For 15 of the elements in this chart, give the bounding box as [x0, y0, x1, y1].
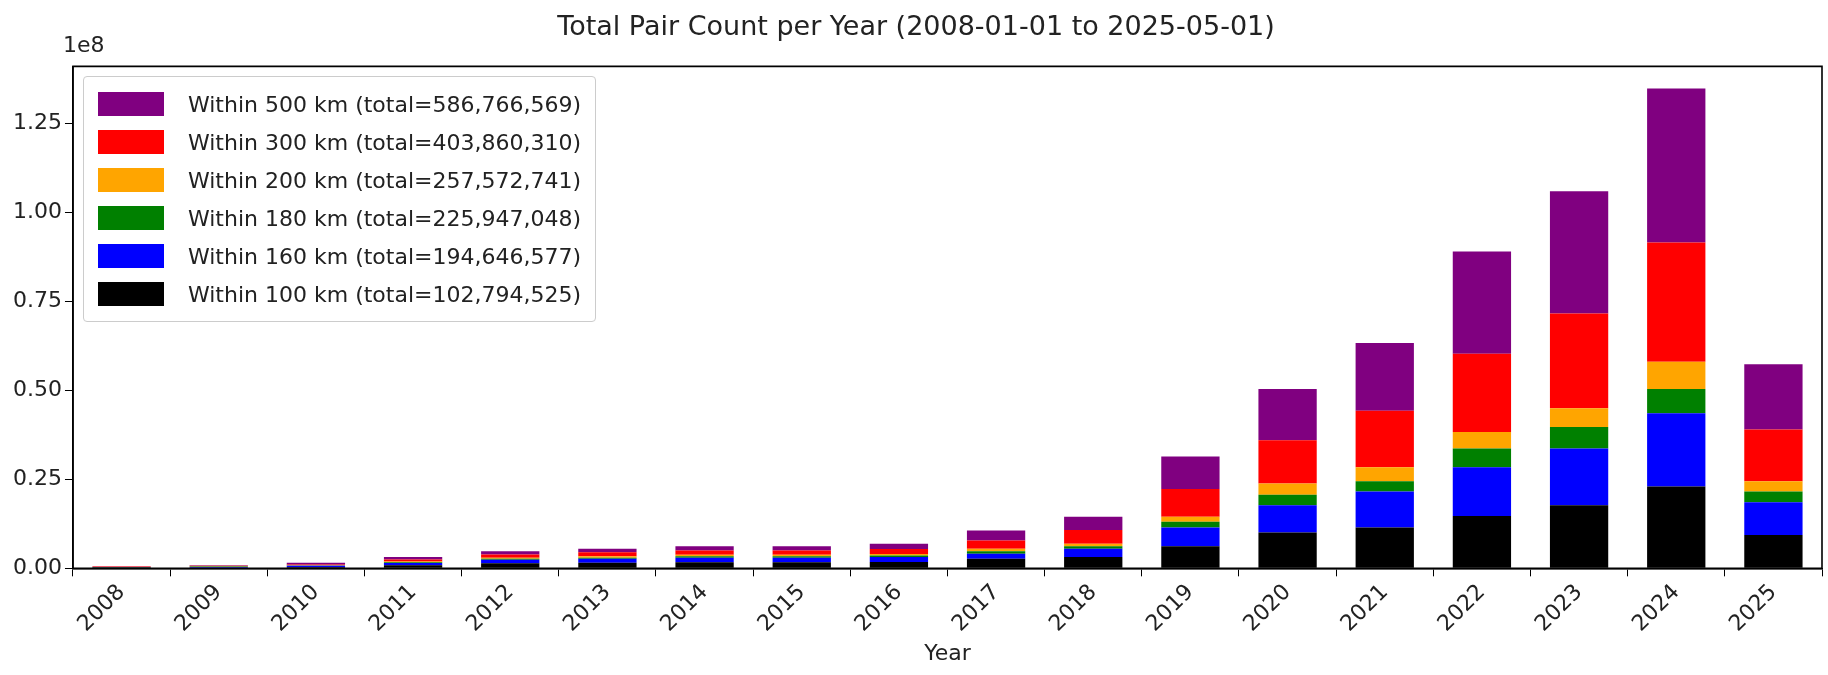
text: 1e8	[62, 32, 105, 58]
x-axis-title: Year	[923, 639, 972, 665]
y-tick-label: 0.25	[13, 465, 62, 491]
legend-label: Within 180 km (total=225,947,048)	[187, 205, 581, 231]
y-tick-label: 0.75	[13, 287, 62, 313]
legend-label: Within 500 km (total=586,766,569)	[187, 91, 581, 117]
legend-label: Within 300 km (total=403,860,310)	[187, 129, 581, 155]
y-tick-label: 0.00	[13, 554, 62, 580]
chart-title: Total Pair Count per Year (2008-01-01 to 2025-05-01)	[556, 10, 1275, 42]
y-tick-label: 1.00	[13, 198, 62, 224]
legend-label: Within 160 km (total=194,646,577)	[187, 243, 581, 269]
legend-label: Within 100 km (total=102,794,525)	[187, 281, 581, 307]
legend-label: Within 200 km (total=257,572,741)	[187, 167, 581, 193]
y-tick-label: 0.50	[13, 376, 62, 402]
y-tick-label: 1.25	[13, 109, 62, 135]
